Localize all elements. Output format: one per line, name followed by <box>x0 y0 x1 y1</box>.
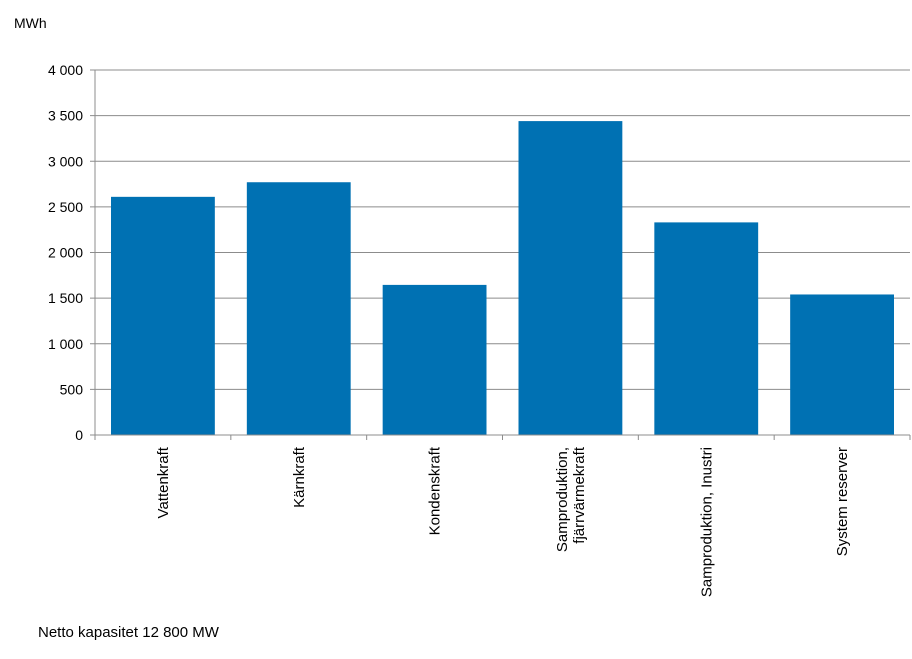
bars <box>111 121 894 435</box>
x-category-label: Vattenkraft <box>155 446 172 518</box>
y-tick-label: 3 000 <box>48 153 83 169</box>
y-axis-unit-label: MWh <box>14 15 47 31</box>
gridlines <box>95 69 910 390</box>
y-tick-label: 1 000 <box>48 336 83 352</box>
x-category-label: System reserver <box>834 447 851 556</box>
bar <box>790 294 894 435</box>
y-tick-label: 2 500 <box>48 199 83 215</box>
bar <box>246 182 351 435</box>
capacity-footnote: Netto kapasitet 12 800 MW <box>38 624 219 641</box>
y-tick-label: 1 500 <box>48 290 83 306</box>
x-category-label: Samproduktion, Inustri <box>698 447 715 597</box>
x-category-label: Kärnkraft <box>291 446 308 508</box>
x-category-label: Kondenskraft <box>427 446 444 535</box>
x-axis-category-labels: Vattenkraft Kärnkraft Kondenskraft Samprodu… <box>155 446 851 597</box>
y-axis-ticks: 0 500 1 000 1 500 2 000 2 500 3 000 3 500 4 000 <box>48 62 95 443</box>
y-tick-label: 500 <box>60 381 84 397</box>
y-tick-label: 0 <box>75 427 83 443</box>
y-tick-label: 3 500 <box>48 108 83 124</box>
bar <box>518 121 623 435</box>
y-tick-label: 4 000 <box>48 62 83 78</box>
bar <box>111 196 215 435</box>
x-category-label: fjärrvärmekraft <box>571 446 588 544</box>
x-category-label: Samproduktion, <box>554 447 571 552</box>
x-axis <box>94 70 911 440</box>
y-tick-label: 2 000 <box>48 245 83 261</box>
bar <box>382 284 487 435</box>
bar <box>654 222 759 435</box>
